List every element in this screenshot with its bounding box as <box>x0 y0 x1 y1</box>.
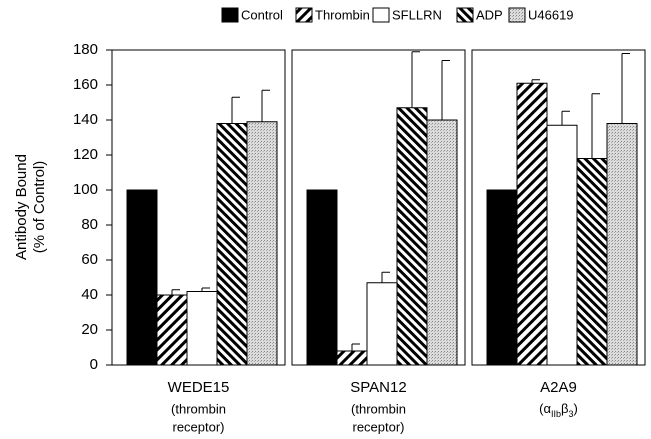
y-tick-label: 0 <box>90 356 98 373</box>
y-tick-label: 20 <box>81 321 98 338</box>
bar <box>426 119 458 366</box>
y-tick-label: 120 <box>73 146 98 163</box>
y-axis-label: Antibody Bound (% of Control) <box>13 154 48 260</box>
legend-swatch <box>372 7 390 23</box>
legend-swatch <box>456 7 474 23</box>
bar <box>486 189 518 366</box>
y-tick-label: 40 <box>81 286 98 303</box>
bar <box>396 107 428 366</box>
y-tick-label: 140 <box>73 111 98 128</box>
bar <box>246 121 278 366</box>
error-bar <box>621 53 630 124</box>
bar <box>186 291 218 366</box>
error-bar <box>381 271 390 283</box>
category-label: A2A9 <box>540 379 577 396</box>
y-label-line: (% of Control) <box>31 161 48 254</box>
legend-label: U46619 <box>528 7 574 22</box>
y-tick-label: 180 <box>73 41 98 58</box>
sublabel-part: ) <box>574 401 578 416</box>
bar <box>606 123 638 366</box>
error-bar <box>561 110 570 126</box>
error-bar <box>231 96 240 124</box>
bar <box>126 189 158 366</box>
sublabel-part: β <box>561 401 568 416</box>
error-bar <box>261 89 270 122</box>
y-tick-label: 160 <box>73 76 98 93</box>
legend-swatch <box>221 7 239 23</box>
bar <box>306 189 338 366</box>
legend-swatch <box>508 7 526 23</box>
sublabel-part: IIb <box>551 409 561 419</box>
legend-swatch <box>295 7 313 23</box>
legend-label: Control <box>241 7 283 22</box>
category-sublabel: (thrombin <box>351 401 406 416</box>
y-tick-label: 60 <box>81 251 98 268</box>
category-sublabel: receptor) <box>352 419 404 434</box>
y-tick-label: 100 <box>73 181 98 198</box>
error-bar <box>591 93 600 159</box>
error-bar <box>351 343 360 351</box>
error-bar <box>441 60 450 120</box>
category-label: WEDE15 <box>168 379 230 396</box>
y-tick-label: 80 <box>81 216 98 233</box>
category-sublabel: receptor) <box>172 419 224 434</box>
bar <box>156 294 188 366</box>
bar <box>546 124 578 366</box>
sublabel-part: (α <box>539 401 551 416</box>
category-sublabel: (αIIbβ3) <box>539 401 578 419</box>
error-bar <box>201 287 210 292</box>
legend-label: SFLLRN <box>392 7 442 22</box>
bar <box>216 123 248 366</box>
bar <box>366 282 398 366</box>
bar <box>516 82 548 366</box>
error-bar <box>531 79 540 84</box>
category-label: SPAN12 <box>350 379 406 396</box>
sublabel-part: 3 <box>569 409 574 419</box>
error-bar <box>171 289 180 295</box>
bar <box>336 350 368 366</box>
category-sublabel: (thrombin <box>171 401 226 416</box>
legend-label: ADP <box>476 7 503 22</box>
legend-label: Thrombin <box>315 7 370 22</box>
error-bar <box>411 51 420 108</box>
bar <box>576 158 608 366</box>
y-label-line: Antibody Bound <box>13 154 30 260</box>
